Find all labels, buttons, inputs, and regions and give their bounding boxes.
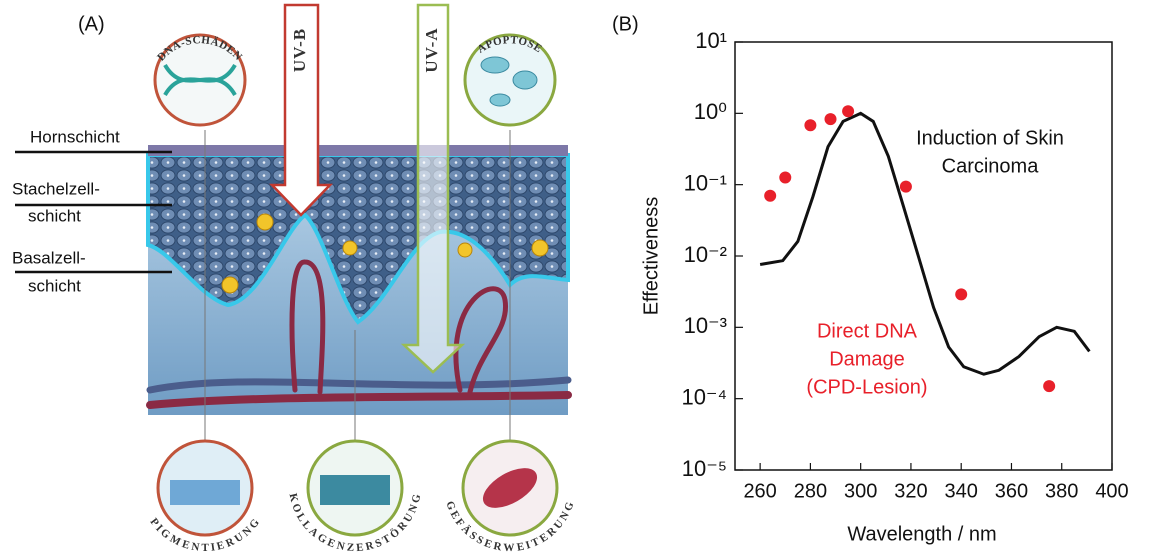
inset-fill	[170, 480, 240, 505]
y-tick-label: 10⁻³	[684, 313, 727, 338]
chart: (B) Wavelength / nm Effectiveness 260 280…	[612, 13, 1129, 545]
skin-illustration: UV-B UV-A DNA-SCHÄDEN APOPTOSE PIGMENTIE…	[15, 5, 576, 553]
layer-label: Basalzell-	[12, 248, 86, 267]
x-tick-label: 380	[1045, 480, 1078, 502]
panel-label: (A)	[78, 13, 105, 35]
layer-label: schicht	[28, 206, 81, 225]
x-tick-label: 280	[794, 480, 827, 502]
inset-fill	[320, 475, 390, 505]
x-tick-label: 360	[995, 480, 1028, 502]
x-tick-label: 260	[743, 480, 776, 502]
point	[764, 190, 776, 202]
x-tick-label: 320	[894, 480, 927, 502]
panel-label: (B)	[612, 13, 639, 35]
y-tick-label: 10¹	[695, 28, 727, 53]
arrow-label: UV-A	[422, 27, 441, 72]
x-tick-label: 400	[1095, 480, 1128, 502]
y-tick-label: 10⁻⁵	[682, 456, 727, 481]
series-label: Damage	[829, 348, 905, 370]
y-tick-label: 10⁰	[694, 99, 727, 124]
arrow-label: UV-B	[290, 28, 309, 72]
plot-frame	[735, 42, 1112, 470]
point	[1043, 380, 1055, 392]
x-tick-label: 300	[844, 480, 877, 502]
curve	[760, 113, 1089, 374]
y-axis-label: Effectiveness	[640, 197, 662, 316]
layer-label: Stachelzell-	[12, 179, 100, 198]
figure: UV-B UV-A DNA-SCHÄDEN APOPTOSE PIGMENTIE…	[0, 0, 1164, 553]
point	[842, 105, 854, 117]
point	[779, 172, 791, 184]
point	[900, 181, 912, 193]
series-label: Induction of Skin	[916, 127, 1064, 149]
y-tick-label: 10⁻¹	[684, 170, 727, 195]
y-tick-label: 10⁻⁴	[681, 384, 727, 409]
x-axis-label: Wavelength / nm	[847, 523, 996, 545]
x-tick-label: 340	[945, 480, 978, 502]
layer-label: schicht	[28, 276, 81, 295]
point	[804, 119, 816, 131]
series-label: Direct DNA	[817, 320, 918, 342]
point	[825, 113, 837, 125]
series-label: Carcinoma	[942, 155, 1040, 177]
horny-layer	[148, 145, 568, 156]
y-tick-label: 10⁻²	[684, 242, 727, 267]
point	[955, 288, 967, 300]
layer-label: Hornschicht	[30, 127, 120, 146]
series-label: (CPD-Lesion)	[806, 376, 927, 398]
